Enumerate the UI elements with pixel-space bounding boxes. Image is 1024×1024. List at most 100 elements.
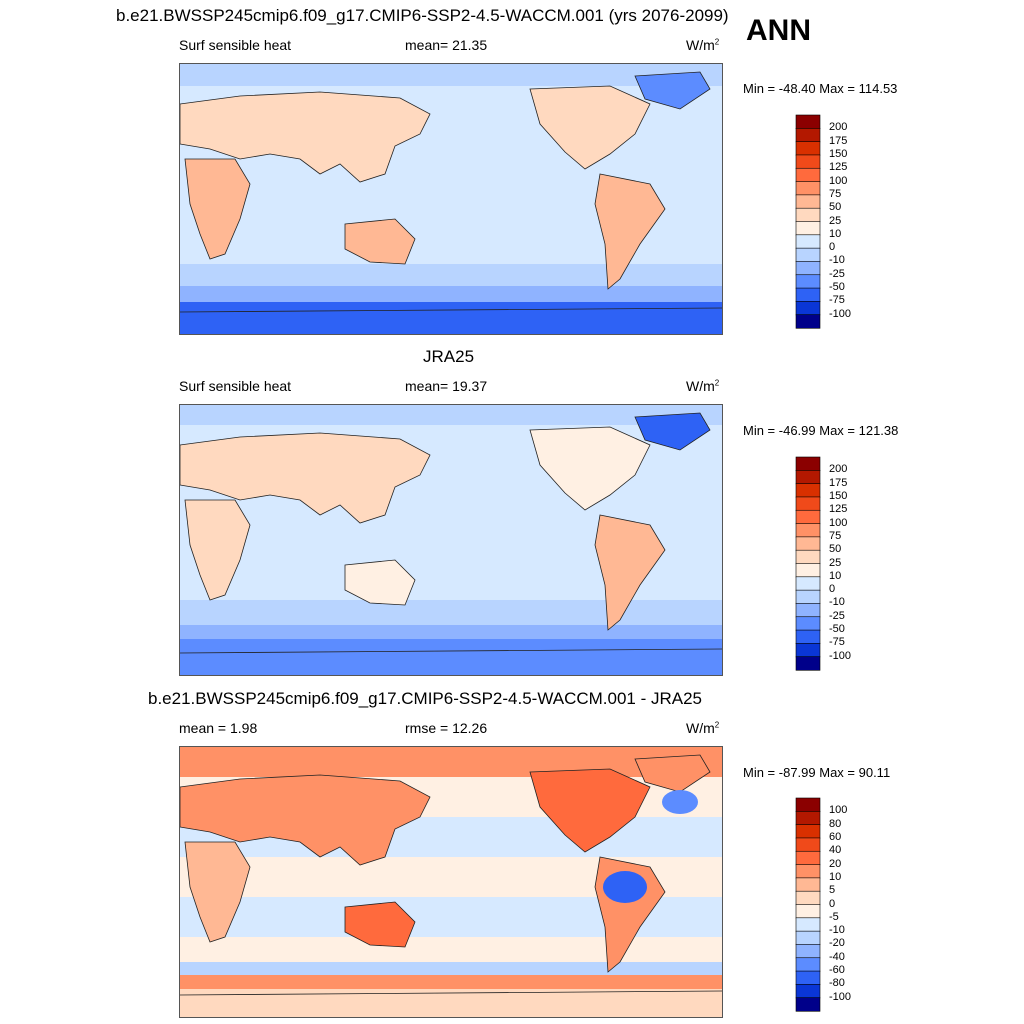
panel2-colorbar xyxy=(795,456,821,671)
colorbar-box xyxy=(795,154,821,169)
colorbar-box xyxy=(795,221,821,236)
colorbar-label: 100 xyxy=(829,174,848,187)
colorbar-box xyxy=(795,603,821,618)
colorbar-box xyxy=(795,877,821,892)
colorbar-label: -10 xyxy=(829,254,845,267)
colorbar-box xyxy=(795,261,821,276)
panel3-mean-label: mean = 1.98 xyxy=(179,720,258,736)
colorbar-box xyxy=(795,207,821,223)
panel2-map xyxy=(179,404,723,676)
colorbar-box xyxy=(795,970,821,985)
colorbar-label: -75 xyxy=(829,636,845,649)
colorbar-label: -80 xyxy=(829,977,845,990)
colorbar-label: 200 xyxy=(829,121,848,134)
colorbar-box xyxy=(795,890,821,906)
colorbar-box xyxy=(795,944,821,959)
colorbar-box xyxy=(795,837,821,852)
panel3-title: b.e21.BWSSP245cmip6.f09_g17.CMIP6-SSP2-4… xyxy=(148,689,703,708)
panel3-units-label: W/m2 xyxy=(686,720,720,736)
colorbar-label: 5 xyxy=(829,884,836,897)
colorbar-box xyxy=(795,483,821,498)
panel1-units-label: W/m2 xyxy=(686,37,720,53)
panel1-mean-label: mean= 21.35 xyxy=(405,37,488,53)
colorbar-box xyxy=(795,247,821,263)
panel1-colorbar-svg xyxy=(795,114,821,329)
colorbar-label: 100 xyxy=(829,516,848,529)
colorbar-label: -50 xyxy=(829,623,845,636)
colorbar-label: 75 xyxy=(829,187,842,200)
colorbar-box xyxy=(795,287,821,302)
colorbar-box xyxy=(795,456,821,471)
panel2-mean-label: mean= 19.37 xyxy=(405,378,488,394)
colorbar-label: -10 xyxy=(829,924,845,937)
panel2-colorbar-svg xyxy=(795,456,821,671)
panel2-minmax-label: Min = -46.99 Max = 121.38 xyxy=(743,423,899,438)
panel1-map-svg xyxy=(180,64,722,334)
colorbar-box xyxy=(795,616,821,631)
colorbar-box xyxy=(795,141,821,156)
panel2-map-svg xyxy=(180,405,722,675)
colorbar-label: -100 xyxy=(829,990,852,1003)
colorbar-box xyxy=(795,128,821,143)
colorbar-label: 200 xyxy=(829,463,848,476)
panel3-minmax-label: Min = -87.99 Max = 90.11 xyxy=(743,765,891,780)
colorbar-label: 10 xyxy=(829,870,842,883)
colorbar-label: -50 xyxy=(829,281,845,294)
colorbar-box xyxy=(795,957,821,972)
colorbar-label: -20 xyxy=(829,937,845,950)
colorbar-box xyxy=(795,301,821,316)
colorbar-label: -60 xyxy=(829,964,845,977)
colorbar-box xyxy=(795,114,821,129)
colorbar-box xyxy=(795,850,821,866)
colorbar-box xyxy=(795,536,821,551)
colorbar-label: 125 xyxy=(829,503,848,516)
colorbar-label: 75 xyxy=(829,529,842,542)
colorbar-box xyxy=(795,811,821,826)
colorbar-box xyxy=(795,930,821,946)
colorbar-label: 25 xyxy=(829,214,842,227)
colorbar-label: 40 xyxy=(829,844,842,857)
colorbar-box xyxy=(795,194,821,209)
colorbar-label: 10 xyxy=(829,227,842,240)
colorbar-box xyxy=(795,167,821,183)
colorbar-box xyxy=(795,589,821,605)
colorbar-box xyxy=(795,656,821,671)
colorbar-label: -75 xyxy=(829,294,845,307)
colorbar-label: 60 xyxy=(829,830,842,843)
colorbar-box xyxy=(795,549,821,565)
colorbar-label: 50 xyxy=(829,543,842,556)
colorbar-label: -40 xyxy=(829,950,845,963)
colorbar-box xyxy=(795,864,821,879)
colorbar-label: -100 xyxy=(829,307,852,320)
panel1-variable-label: Surf sensible heat xyxy=(179,37,292,53)
colorbar-label: 150 xyxy=(829,489,848,502)
colorbar-box xyxy=(795,523,821,538)
colorbar-label: -100 xyxy=(829,649,852,662)
colorbar-box xyxy=(795,824,821,839)
colorbar-label: 0 xyxy=(829,241,836,254)
colorbar-label: -5 xyxy=(829,910,839,923)
colorbar-box xyxy=(795,984,821,999)
colorbar-box xyxy=(795,643,821,658)
panel3-rmse-label: rmse = 12.26 xyxy=(405,720,488,736)
colorbar-label: 175 xyxy=(829,134,848,147)
colorbar-label: 125 xyxy=(829,161,848,174)
colorbar-box xyxy=(795,314,821,329)
panel1-title: b.e21.BWSSP245cmip6.f09_g17.CMIP6-SSP2-4… xyxy=(116,6,729,25)
colorbar-label: 25 xyxy=(829,556,842,569)
colorbar-box xyxy=(795,629,821,644)
colorbar-label: -25 xyxy=(829,267,845,280)
panel1-colorbar xyxy=(795,114,821,329)
panel1-minmax-label: Min = -48.40 Max = 114.53 xyxy=(743,81,898,96)
colorbar-label: -25 xyxy=(829,609,845,622)
panel2-variable-label: Surf sensible heat xyxy=(179,378,292,394)
colorbar-label: 50 xyxy=(829,201,842,214)
panel3-colorbar xyxy=(795,797,821,1012)
colorbar-label: 0 xyxy=(829,897,836,910)
panel2-units-label: W/m2 xyxy=(686,378,720,394)
colorbar-box xyxy=(795,563,821,578)
colorbar-label: 0 xyxy=(829,583,836,596)
colorbar-box xyxy=(795,496,821,511)
colorbar-box xyxy=(795,181,821,196)
colorbar-label: 80 xyxy=(829,817,842,830)
